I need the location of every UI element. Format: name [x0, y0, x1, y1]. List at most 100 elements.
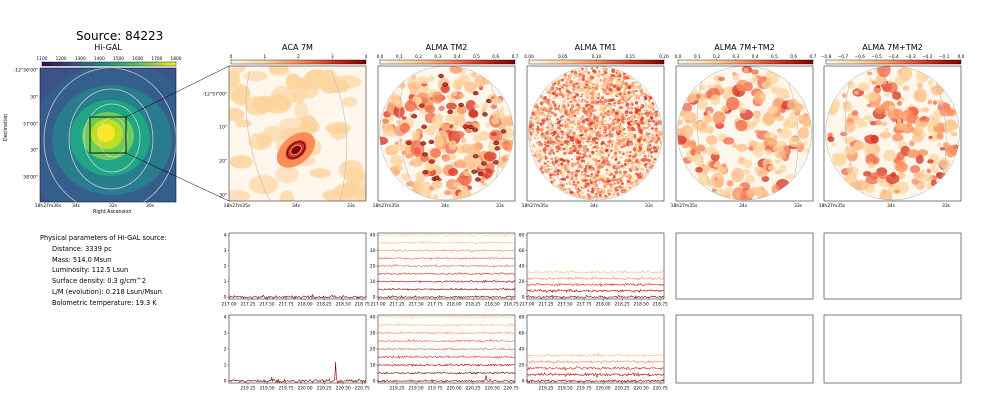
tm2-colorbar-tick: 0.6 [492, 54, 499, 60]
higal-colorbar-tick: 1200 [56, 56, 67, 62]
tm1-spectrum-lower-xtick: 219.25 [539, 386, 554, 392]
aca7m-ytick: 30" [219, 193, 227, 199]
aca7m-colorbar-tick: 2 [297, 54, 300, 60]
tm1-spectrum-lower-series-1 [527, 372, 665, 378]
higal-xtick: 30s [146, 203, 155, 209]
aca7m-spectrum-lower-xtick: 220.00 [298, 386, 313, 392]
c7mtm2-spectrum-lower [675, 314, 814, 384]
tm1-colorbar-tick: 0.10 [592, 54, 602, 60]
tm2-spectrum-upper-series-3 [377, 272, 516, 276]
tm1-spectrum-upper-ytick: 60 [519, 248, 525, 254]
aca7m-spectrum-upper: 0 1 2 3 4 217.00 217.25 217.50 217.75 218.00 218.2… [221, 233, 369, 308]
tm1-spectrum-lower-xtick: 220.00 [596, 386, 611, 392]
tm2-spectrum-lower-series-6 [377, 331, 516, 335]
tm1-spectrum-lower-xtick: 220.25 [615, 386, 630, 392]
c7mtm2-colorbar-tick: 0.3 [732, 54, 739, 60]
higal-colorbar-tick: 1300 [75, 56, 86, 62]
aca7m-spectrum-upper-ytick: 3 [224, 248, 227, 254]
tm1-spectrum-lower-frame [526, 314, 665, 384]
tm1-spectrum-upper-xtick: 217.00 [519, 302, 534, 308]
tm2-spectrum-upper-series-4 [377, 263, 516, 268]
tm2-colorbar-tick: 0.1 [396, 54, 403, 60]
aca7m-spectrum-lower-series-0 [228, 361, 367, 384]
higal-xtick: 32s [109, 203, 118, 209]
parameters-block: Physical parameters of Hi-GAL source: Di… [40, 233, 167, 309]
tm2-spectrum-upper-series-0 [377, 294, 516, 299]
tm1-xtick: 34s [590, 203, 599, 209]
c7mtm2b-colorbar-tick: −0.1 [939, 54, 950, 60]
higal-xlabel: Right Ascension [93, 210, 132, 215]
higal-zoom-box [89, 116, 127, 154]
tm1-spectrum-lower-series-0 [526, 378, 665, 384]
tm2-spectrum-lower-series-3 [377, 355, 516, 359]
c7mtm2-colorbar-tick: 0.6 [790, 54, 797, 60]
tm2-colorbar-tick: 0.4 [454, 54, 461, 60]
c7mtm2b-map [825, 66, 960, 200]
c7mtm2-xtick: 33s [794, 203, 803, 209]
tm2-spectrum-upper-series-1 [377, 287, 516, 291]
aca7m-colorbar-tick: 0 [230, 54, 233, 60]
tm2-colorbar-tick: 0.7 [512, 54, 519, 60]
tm2-colorbar-tick: 0.2 [415, 54, 422, 60]
aca7m-spectrum-lower-ytick: 2 [224, 347, 227, 353]
tm1-spectrum-upper-xtick: 218.25 [615, 302, 630, 308]
tm2-spectrum-lower-series-8 [377, 314, 516, 320]
c7mtm2b-spectrum-upper-frame [823, 232, 962, 300]
c7mtm2-colorbar-tick: 0.1 [694, 54, 701, 60]
tm2-colorbar-tick: 0.3 [434, 54, 441, 60]
tm2-spectrum-lower-ytick: 20 [370, 347, 376, 353]
tm2-spectrum-lower-xtick: 220.50 [485, 386, 500, 392]
tm2-spectrum-lower-series-1 [377, 371, 516, 375]
aca7m-spectrum-upper-xtick: 217.00 [221, 302, 236, 308]
source-title: Source: 84223 [76, 29, 164, 43]
tm1-spectrum-lower-series-3 [526, 359, 665, 365]
aca7m-spectrum-upper-xtick: 218.50 [336, 302, 351, 308]
tm1-xtick: 33s [645, 203, 654, 209]
aca7m-spectrum-upper-ytick: 4 [224, 233, 227, 239]
aca7m-spectrum-lower-ytick: 3 [224, 331, 227, 337]
tm1-spectrum-upper-xtick: 217.75 [577, 302, 592, 308]
tm2-xtick: 34s [441, 203, 450, 209]
c7mtm2b-colorbar-tick: −0.4 [888, 54, 899, 60]
tm2-spectrum-lower-series-0 [377, 375, 516, 383]
c7mtm2b-xtick: 33s [942, 203, 951, 209]
tm1-spectrum-upper-series-1 [526, 288, 665, 294]
higal-colorbar-tick: 1700 [151, 56, 162, 62]
aca7m-spectrum-upper-series-0 [228, 293, 367, 300]
tm2-spectrum-upper-xtick: 217.75 [428, 302, 443, 308]
aca7m-spectrum-upper-xtick: 218.75 [355, 302, 370, 308]
tm1-spectrum-upper-series-0 [526, 294, 665, 300]
tm1-spectrum-lower-xtick: 220.75 [653, 386, 668, 392]
c7mtm2-colorbar [677, 59, 814, 65]
higal-colorbar [41, 61, 177, 67]
map-frame-3 [823, 65, 962, 202]
tm2-spectrum-lower: 0 10 20 30 40 219.25 219.50 219.75 220.00 220.25 2… [370, 314, 519, 392]
aca7m-frame [228, 65, 367, 202]
c7mtm2-colorbar-tick: 0.4 [752, 54, 759, 60]
higal-ytick: -12°56'00" [14, 68, 38, 74]
c7mtm2b-colorbar-tick: −0.5 [871, 54, 882, 60]
tm1-spectrum-upper-frame [526, 232, 665, 300]
c7mtm2b-xtick: 34s [887, 203, 896, 209]
tm2-spectrum-lower-series-5 [377, 339, 516, 343]
tm2-spectrum-lower-xtick: 219.75 [428, 386, 443, 392]
tm1-spectrum-upper-ytick: 40 [519, 264, 525, 270]
tm2-spectrum-lower-series-2 [378, 363, 516, 367]
map-frame-0 [377, 65, 516, 202]
tm2-spectrum-upper-xtick: 218.00 [447, 302, 462, 308]
panel-title-aca7m: ACA 7M [282, 43, 313, 52]
tm1-colorbar-tick: 0.20 [659, 54, 669, 60]
tm2-spectrum-upper: 0 10 20 30 40 217.00 217.25 217.50 217.75 218.00 2… [370, 233, 519, 308]
c7mtm2-colorbar-tick: 0.0 [675, 54, 682, 60]
tm1-spectrum-lower-ytick: 40 [519, 347, 525, 353]
tm2-spectrum-lower-series-4 [377, 346, 516, 351]
c7mtm2-spectrum-upper [675, 232, 814, 300]
tm2-spectrum-upper-ytick: 40 [370, 233, 376, 239]
aca7m-colorbar [230, 59, 367, 65]
tm2-spectrum-upper-xtick: 218.75 [504, 302, 519, 308]
aca7m-spectrum-upper-xtick: 217.50 [260, 302, 275, 308]
tm1-spectrum-upper-xtick: 218.00 [596, 302, 611, 308]
param-luminosity: Luminosity: 112.5 Lsun [52, 266, 129, 275]
parameters-heading: Physical parameters of Hi-GAL source: [40, 234, 167, 242]
